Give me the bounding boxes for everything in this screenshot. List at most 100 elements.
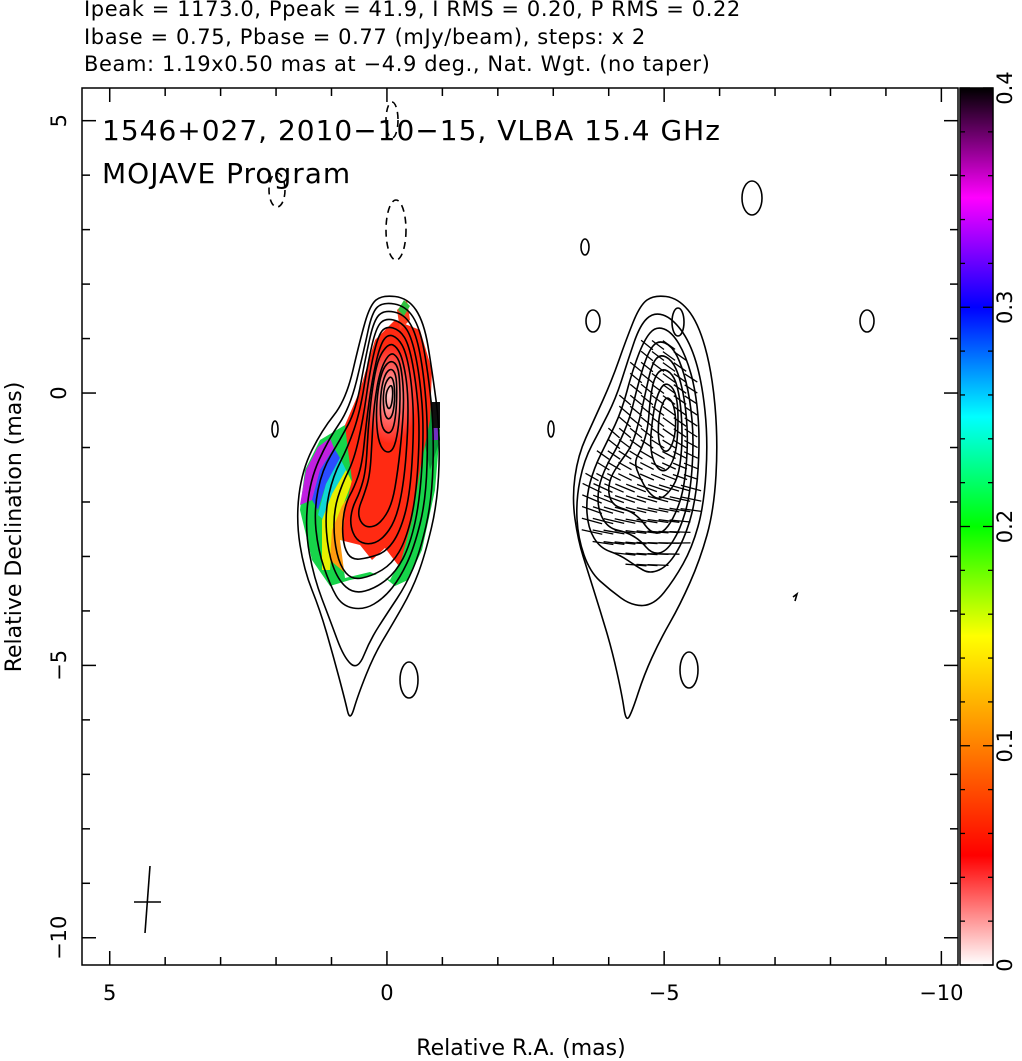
evpa-vector	[651, 372, 665, 384]
evpa-vector	[618, 427, 632, 439]
evpa-vector	[625, 563, 647, 567]
evpa-vector	[651, 450, 665, 460]
evpa-vector	[618, 405, 632, 417]
left-intensity-contour	[375, 360, 401, 453]
plot-frame	[81, 87, 959, 966]
x-tick-label: 0	[380, 981, 393, 1005]
left-intensity-contour	[341, 334, 415, 560]
beam-symbol	[134, 865, 161, 934]
evpa-vector	[640, 350, 654, 362]
evpa-vector	[651, 428, 665, 438]
left-intensity-contour	[349, 343, 409, 545]
evpa-vector	[658, 519, 680, 523]
evpa-vector	[662, 340, 676, 350]
evpa-vector	[662, 450, 676, 460]
evpa-vector	[618, 473, 632, 481]
evpa-vector	[669, 484, 691, 492]
evpa-vector	[680, 507, 702, 513]
evpa-vector	[618, 416, 632, 428]
evpa-vector	[615, 483, 635, 493]
evpa-vector	[640, 394, 654, 406]
fp-edge-magenta	[300, 438, 334, 505]
evpa-vector	[603, 506, 625, 514]
evpa-vector	[629, 450, 643, 460]
fp-edge-cyan	[318, 458, 346, 522]
left-intensity-contour	[305, 302, 435, 667]
evpa-vector	[662, 439, 676, 449]
evpa-vector	[673, 406, 687, 416]
evpa-vector	[614, 552, 636, 556]
evpa-vector	[662, 351, 676, 361]
evpa-vector	[662, 395, 676, 405]
evpa-vector	[581, 505, 603, 515]
evpa-vector	[639, 473, 655, 481]
evpa-vector	[625, 552, 647, 556]
evpa-vector	[636, 507, 658, 513]
evpa-vector	[658, 484, 680, 492]
evpa-vector	[683, 462, 699, 470]
evpa-vector	[673, 351, 687, 361]
evpa-vector	[651, 416, 665, 428]
evpa-vector	[673, 428, 687, 438]
x-tick-label: 5	[103, 981, 116, 1005]
evpa-vector	[629, 372, 643, 384]
y-tick-label: 0	[47, 386, 71, 399]
evpa-vector	[592, 540, 614, 546]
left-intensity-contour	[333, 326, 420, 580]
evpa-vector	[684, 439, 698, 449]
evpa-vector	[680, 484, 702, 492]
evpa-vector	[672, 462, 688, 470]
evpa-vector	[658, 507, 680, 513]
colorbar-tick-label: 0.2	[993, 510, 1017, 543]
evpa-vector	[647, 530, 669, 534]
evpa-vector	[603, 541, 625, 545]
evpa-vector	[673, 417, 687, 427]
evpa-vector	[684, 406, 698, 416]
evpa-vector	[618, 461, 632, 471]
y-tick-label: 5	[47, 114, 71, 127]
left-intensity-contour	[296, 295, 440, 717]
evpa-vector	[651, 383, 665, 395]
evpa-vector	[673, 373, 687, 383]
evpa-vector	[673, 451, 687, 459]
fp-edge-black-pixel	[432, 402, 440, 428]
evpa-vector	[669, 519, 691, 523]
isolated-contour	[399, 661, 419, 699]
evpa-vector	[585, 472, 599, 482]
evpa-vector	[684, 428, 698, 438]
evpa-vector	[607, 438, 621, 450]
evpa-vector	[640, 462, 654, 470]
evpa-vector	[596, 461, 610, 471]
evpa-vector	[662, 428, 676, 438]
evpa-vector	[592, 529, 614, 535]
evpa-vector	[680, 496, 702, 502]
colorbar: 0 0.1 0.2 0.3 0.4	[959, 71, 1017, 972]
evpa-vector	[640, 450, 654, 460]
left-intensity-contour	[379, 368, 398, 434]
evpa-vector	[607, 427, 621, 439]
header-base-levels: Ibase = 0.75, Pbase = 0.77 (mJy/beam), s…	[84, 25, 646, 49]
evpa-vector	[647, 495, 669, 503]
negative-contour	[268, 172, 286, 208]
evpa-vector	[640, 372, 654, 384]
isolated-contour	[792, 591, 799, 602]
evpa-vector	[640, 339, 654, 351]
evpa-vector	[592, 517, 614, 525]
evpa-vector	[661, 473, 677, 481]
evpa-vector	[684, 417, 698, 427]
evpa-vector	[662, 406, 676, 416]
map-program-label: MOJAVE Program	[102, 157, 351, 190]
left-intensity-contour	[357, 353, 405, 528]
negative-contour	[385, 199, 407, 261]
y-axis-label: Relative Declination (mas)	[2, 382, 27, 673]
evpa-vector	[661, 462, 677, 470]
evpa-vector	[596, 450, 610, 460]
evpa-vector	[625, 506, 647, 514]
evpa-vector	[651, 405, 665, 417]
evpa-vector	[607, 450, 621, 460]
evpa-vector	[614, 506, 636, 514]
evpa-vector	[651, 361, 665, 373]
evpa-vector	[603, 494, 625, 504]
evpa-vector	[607, 473, 621, 481]
evpa-vector	[629, 394, 643, 406]
